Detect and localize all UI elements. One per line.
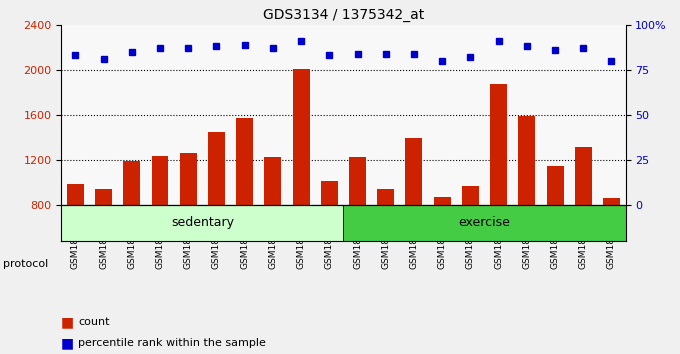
Bar: [603, 198, 620, 205]
Bar: [575, 147, 592, 205]
Text: count: count: [78, 317, 109, 327]
Bar: [321, 181, 338, 205]
Bar: [292, 69, 309, 205]
Bar: [518, 116, 535, 205]
Text: sedentary: sedentary: [171, 216, 234, 229]
Bar: [547, 166, 564, 205]
Text: protocol: protocol: [3, 259, 49, 269]
Bar: [95, 189, 112, 205]
Text: ■: ■: [61, 336, 74, 350]
Bar: [67, 184, 84, 205]
Bar: [405, 138, 422, 205]
Text: percentile rank within the sample: percentile rank within the sample: [78, 338, 266, 348]
Bar: [208, 132, 225, 205]
Bar: [377, 189, 394, 205]
Text: exercise: exercise: [458, 216, 511, 229]
FancyBboxPatch shape: [343, 205, 626, 241]
Bar: [349, 158, 366, 205]
Bar: [265, 158, 282, 205]
Bar: [434, 197, 451, 205]
Bar: [180, 153, 197, 205]
FancyBboxPatch shape: [61, 205, 343, 241]
Bar: [123, 161, 140, 205]
Bar: [236, 118, 253, 205]
Bar: [152, 156, 169, 205]
Bar: [490, 84, 507, 205]
Text: ■: ■: [61, 315, 74, 329]
Title: GDS3134 / 1375342_at: GDS3134 / 1375342_at: [262, 8, 424, 22]
Bar: [462, 185, 479, 205]
